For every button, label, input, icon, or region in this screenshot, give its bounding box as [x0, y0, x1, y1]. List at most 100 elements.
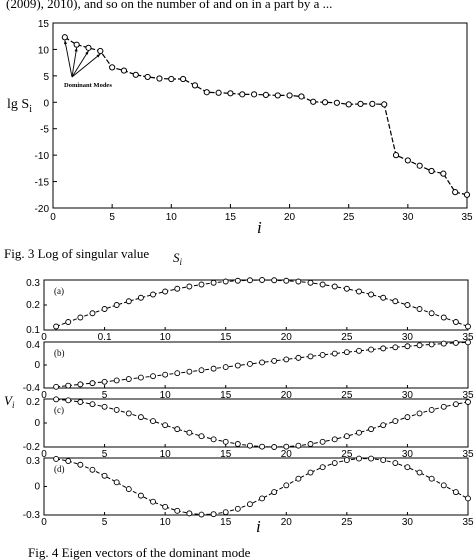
fig4-data-point: [210, 511, 217, 518]
fig4-xtick-label: 20: [281, 390, 293, 401]
fig4-data-point: [150, 291, 156, 298]
fig3-annotation-arrowhead: [74, 47, 78, 52]
fig4-ytick-label: 0.1: [26, 325, 40, 336]
fig4-data-point: [392, 344, 399, 351]
fig4-xtick-label: 25: [341, 390, 353, 401]
fig4-data-point: [162, 288, 169, 295]
fig4-data-point: [77, 461, 84, 468]
fig4-data-point: [162, 371, 169, 378]
fig4-data-point: [222, 364, 229, 371]
fig3-data-point: [144, 73, 151, 81]
fig4-panel-label: (a): [54, 286, 64, 296]
fig4-xtick-label: 30: [402, 517, 414, 528]
fig3-xtick-label: 10: [166, 212, 178, 223]
fig4-data-point: [186, 368, 193, 375]
fig4-data-point: [416, 306, 423, 312]
fig3-series-line: [64, 36, 468, 196]
fig4-data-point: [125, 376, 132, 382]
fig4-data-point: [465, 495, 471, 502]
fig4-xtick-label: 30: [402, 449, 414, 460]
fig4-data-point: [271, 444, 278, 450]
fig3-annotation-arrow: [71, 53, 101, 78]
fig4-data-point: [101, 472, 108, 479]
fig4-data-point: [319, 464, 326, 471]
fig3-ytick-label: 10: [38, 45, 50, 56]
fig4-data-point: [137, 374, 144, 381]
fig4-data-point: [271, 357, 278, 364]
fig3-xtick-label: 15: [225, 212, 237, 223]
fig4-panel-frame: [43, 279, 469, 331]
fig4-ytick-label: 0.3: [26, 456, 40, 467]
fig3-data-point: [463, 191, 471, 198]
fig4-ytick-label: 0: [34, 360, 40, 371]
fig4-data-point: [186, 283, 193, 290]
fig4-ytick-label: 0: [34, 418, 40, 429]
fig4-xtick-label: 10: [160, 390, 172, 401]
fig4-data-point: [186, 429, 193, 436]
fig4-data-point: [428, 310, 435, 317]
fig4-data-point: [283, 277, 290, 284]
fig4-data-point: [174, 285, 181, 292]
fig4-data-point: [404, 414, 411, 421]
fig4-data-point: [380, 457, 387, 464]
fig4-data-point: [271, 489, 278, 496]
fig4-data-point: [283, 356, 290, 363]
fig4-ytick-label: -0.3: [23, 510, 41, 521]
fig4-xtick-label: 35: [462, 332, 474, 343]
fig3-data-point: [97, 47, 104, 55]
fig4-data-point: [283, 443, 290, 450]
fig3-xtick-label: 35: [461, 212, 473, 223]
fig4-data-point: [307, 353, 314, 360]
fig4-data-point: [295, 354, 302, 361]
fig4-data-point: [295, 442, 302, 449]
fig4-data-point: [392, 418, 399, 425]
fig3-annotation-arrow: [64, 40, 73, 78]
fig3-data-point: [345, 101, 352, 108]
fig4-xtick-label: 10: [160, 517, 172, 528]
fig4-data-point: [137, 414, 144, 421]
fig3-data-point: [227, 90, 234, 97]
fig4-data-point: [77, 314, 84, 321]
fig4-data-point: [416, 342, 423, 349]
fig3-data-point: [333, 99, 340, 106]
fig4-data-point: [331, 460, 338, 466]
fig4-data-point: [113, 406, 120, 413]
fig4-series-line: [56, 398, 469, 448]
fig3-annotation-arrowhead: [64, 40, 68, 45]
fig3-caption: Fig. 3 Log of singular value: [4, 246, 149, 261]
fig4-ytick-label: 0.2: [26, 397, 40, 408]
fig4-data-point: [125, 486, 132, 493]
fig4-data-point: [319, 438, 326, 445]
fig4-data-point: [259, 443, 266, 450]
fig4-data-point: [210, 279, 217, 286]
fig4-data-point: [150, 498, 156, 505]
fig4-data-point: [150, 418, 156, 425]
fig3-data-point: [156, 75, 163, 82]
fig3-annotation-arrowhead: [96, 54, 101, 58]
fig4-data-point: [234, 441, 241, 447]
fig4-data-point: [77, 381, 84, 388]
fig4-data-point: [89, 466, 96, 473]
fig4-data-point: [198, 367, 205, 374]
fig3-data-point: [120, 67, 128, 74]
fig4-data-point: [295, 278, 302, 285]
fig3-data-point: [132, 71, 139, 78]
fig4-data-point: [89, 401, 96, 408]
fig4-xtick-label: 25: [341, 449, 353, 460]
fig4-data-point: [343, 457, 350, 464]
fig4-data-point: [356, 288, 362, 295]
fig3-data-point: [440, 170, 447, 177]
fig3-xtick-label: 30: [402, 212, 414, 223]
fig4-data-point: [440, 482, 447, 489]
fig4-data-point: [162, 503, 169, 510]
fig3-data-point: [298, 93, 305, 100]
fig3-data-point: [250, 91, 258, 98]
fig4-data-point: [53, 383, 60, 390]
fig3-xtick-label: 20: [284, 212, 296, 223]
fig4-data-point: [331, 283, 338, 290]
fig4-xtick-label: 25: [341, 517, 353, 528]
fig4-data-point: [65, 319, 72, 325]
fig4-xtick-label: 20: [281, 332, 293, 343]
fig4-data-point: [222, 438, 229, 445]
fig4-xtick-label: 15: [220, 517, 232, 528]
